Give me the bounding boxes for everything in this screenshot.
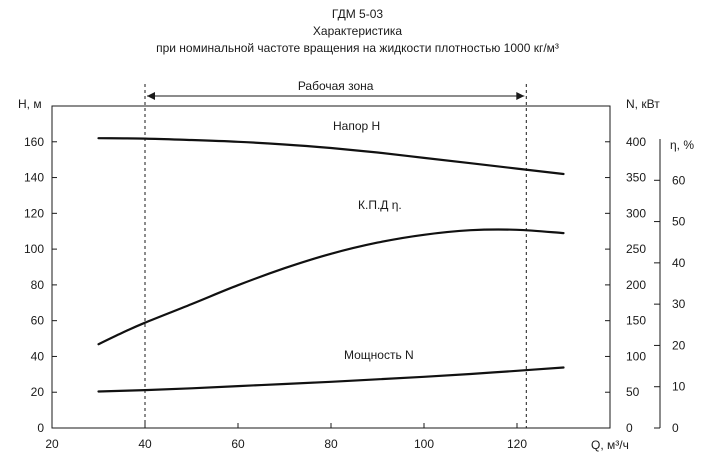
h-tick-label: 100	[24, 242, 44, 256]
working-zone-label-bg	[285, 78, 386, 92]
n-tick-label: 200	[626, 278, 646, 292]
h-tick-label: 160	[24, 135, 44, 149]
h-tick-label: 40	[31, 349, 45, 363]
h-tick-label: 140	[24, 171, 44, 185]
series-line-eta	[97, 228, 565, 346]
x-tick-label: 20	[45, 437, 59, 451]
n-tick-label: 100	[626, 349, 646, 363]
x-tick-label: 80	[324, 437, 338, 451]
eta-tick-label: 0	[672, 421, 679, 435]
eta-tick-label: 30	[672, 297, 686, 311]
eta-tick-label: 10	[672, 380, 686, 394]
h-tick-label: 80	[31, 278, 45, 292]
h-tick-label: 120	[24, 206, 44, 220]
series-line-H	[97, 137, 565, 176]
x-tick-label: 100	[414, 437, 434, 451]
chart-title: ГДМ 5-03	[331, 7, 384, 21]
series-label-N: Мощность N	[344, 348, 414, 362]
working-zone-arrow-right	[516, 92, 525, 100]
n-tick-label: 250	[626, 242, 646, 256]
series-label-H: Напор Н	[333, 119, 380, 133]
x-tick-label: 60	[231, 437, 245, 451]
chart-subtitle: Характеристика	[312, 24, 403, 38]
n-tick-label: 0	[626, 421, 633, 435]
x-tick-label: 120	[507, 437, 527, 451]
eta-axis-label: η, %	[670, 138, 694, 152]
n-tick-label: 350	[626, 171, 646, 185]
chart-subtitle-conditions: при номинальной частоте вращения на жидк…	[156, 41, 559, 55]
x-axis-label: Q, м³/ч	[591, 438, 629, 452]
working-zone-arrow-left	[147, 92, 155, 100]
h-axis-label: Н, м	[18, 97, 42, 111]
n-tick-label: 150	[626, 314, 646, 328]
n-axis-label: N, кВт	[626, 97, 660, 111]
h-tick-label: 60	[31, 314, 45, 328]
series-label-eta: К.П.Д η.	[358, 198, 402, 212]
n-tick-label: 400	[626, 135, 646, 149]
eta-tick-label: 50	[672, 215, 686, 229]
eta-tick-label: 40	[672, 256, 686, 270]
h-tick-label: 20	[31, 385, 45, 399]
series-line-N	[97, 366, 565, 393]
h-tick-label: 0	[37, 421, 44, 435]
working-zone-label: Рабочая зона	[298, 79, 374, 93]
eta-tick-label: 60	[672, 173, 686, 187]
eta-tick-label: 20	[672, 338, 686, 352]
n-tick-label: 300	[626, 206, 646, 220]
n-tick-label: 50	[626, 385, 640, 399]
x-tick-label: 40	[138, 437, 152, 451]
